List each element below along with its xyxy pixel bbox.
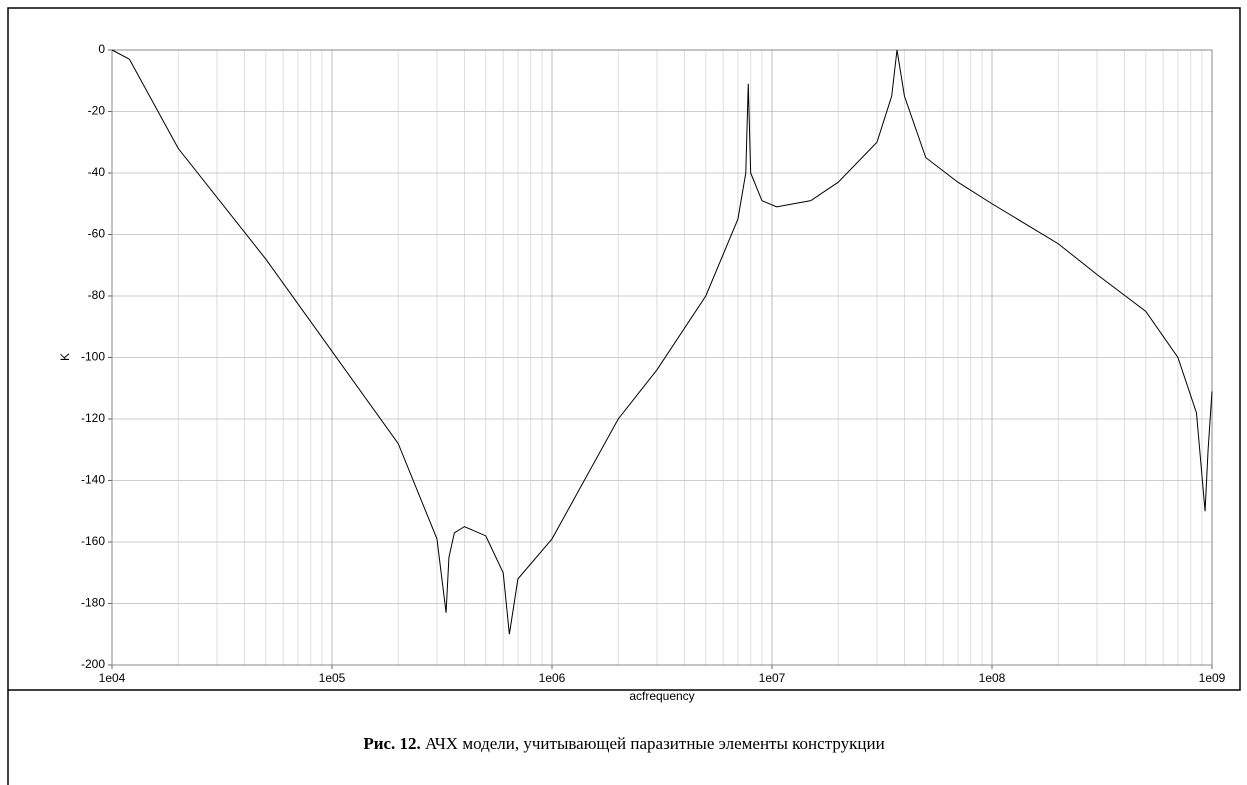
y-tick-label: -120 [81,411,105,425]
x-tick-label: 1e07 [759,671,786,685]
x-tick-label: 1e05 [319,671,346,685]
y-tick-label: -100 [81,350,105,364]
y-tick-label: -140 [81,473,105,487]
x-axis-label: acfrequency [629,689,694,703]
y-tick-label: -40 [88,165,106,179]
frame [7,7,1241,691]
x-tick-label: 1e09 [1199,671,1226,685]
y-tick-label: -20 [88,104,106,118]
y-tick-label: -180 [81,596,105,610]
caption-text: АЧХ модели, учитывающей паразитные элеме… [425,734,885,753]
x-tick-label: 1e08 [979,671,1006,685]
y-tick-label: -160 [81,534,105,548]
y-axis-label: K [58,353,72,361]
y-tick-label: -80 [88,288,106,302]
y-tick-label: 0 [98,42,105,56]
y-tick-label: -60 [88,227,106,241]
x-tick-label: 1e06 [539,671,566,685]
x-tick-label: 1e04 [99,671,126,685]
plot-border [111,49,1213,666]
caption-label: Рис. 12. [363,734,420,753]
caption: Рис. 12. АЧХ модели, учитывающей паразит… [363,734,884,753]
line [111,49,1213,635]
y-tick-label: -200 [81,657,105,671]
